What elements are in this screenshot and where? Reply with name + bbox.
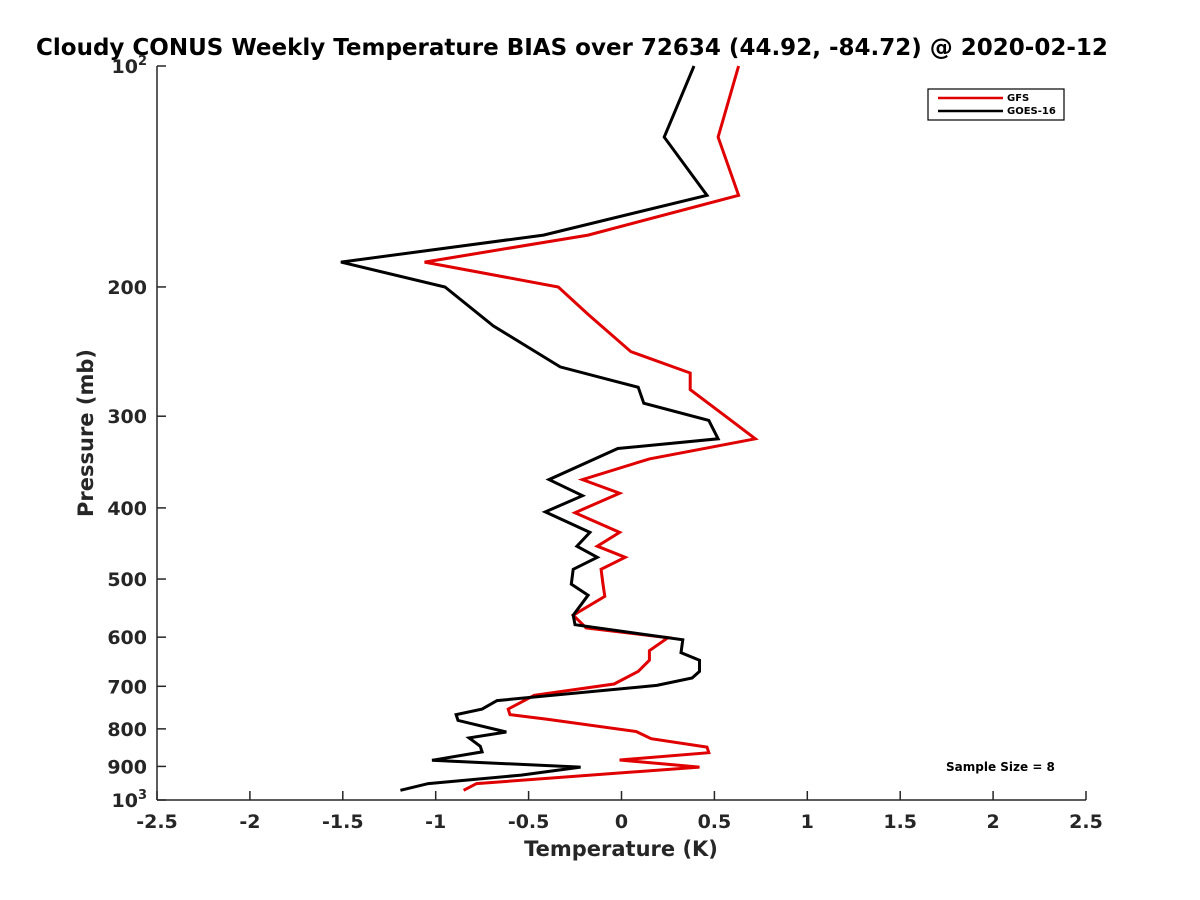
y-tick-label: 900 — [107, 756, 147, 778]
legend-box — [927, 88, 1065, 121]
x-tick-label: 2.5 — [1069, 811, 1103, 833]
sample-size-annotation: Sample Size = 8 — [946, 760, 1055, 774]
legend-label-gfs: GFS — [1007, 93, 1029, 104]
y-tick-label: 500 — [107, 569, 147, 591]
series-layer — [340, 65, 759, 792]
x-tick-label: -2.5 — [136, 811, 178, 833]
y-tick-label: 200 — [107, 277, 147, 299]
y-tick-label: 300 — [107, 406, 147, 428]
y-tick-label: 700 — [107, 676, 147, 698]
legend: GFS GOES-16 — [927, 88, 1065, 121]
y-tick-label: 400 — [107, 498, 147, 520]
x-tick-label: 1 — [801, 811, 814, 833]
series-line-gfs — [424, 65, 759, 792]
y-tick-label: 600 — [107, 627, 147, 649]
y-tick-label: 102 — [112, 54, 148, 78]
legend-label-goes-16: GOES-16 — [1007, 106, 1056, 117]
x-tick-label: -1 — [425, 811, 446, 833]
x-tick-label: -1.5 — [322, 811, 364, 833]
x-tick-label: -0.5 — [508, 811, 550, 833]
x-axis-label: Temperature (K) — [524, 837, 718, 861]
y-axis-label: Pressure (mb) — [74, 349, 98, 517]
chart-title: Cloudy CONUS Weekly Temperature BIAS ove… — [36, 35, 1108, 61]
x-tick-label: 0 — [615, 811, 628, 833]
x-tick-label: -2 — [239, 811, 260, 833]
y-tick-label: 103 — [112, 788, 148, 812]
x-tick-label: 2 — [986, 811, 999, 833]
x-tick-label: 0.5 — [698, 811, 732, 833]
series-line-goes-16 — [340, 65, 721, 792]
x-tick-label: 1.5 — [883, 811, 917, 833]
y-tick-label: 800 — [107, 719, 147, 741]
axes-layer: -2.5 -2 -1.5 -1 -0.5 0 0.5 1 1.5 2 2.5 102 200 300 400… — [107, 54, 1103, 833]
